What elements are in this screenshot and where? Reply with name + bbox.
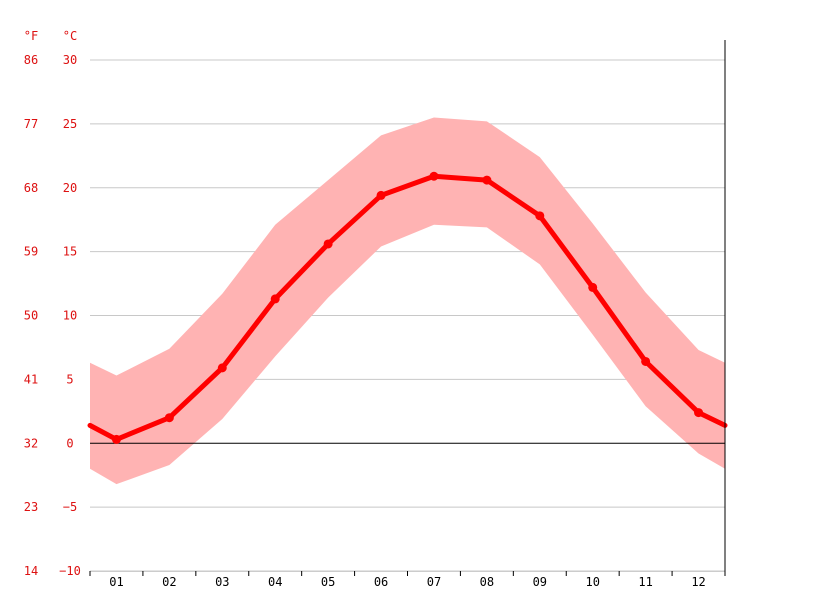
fahrenheit-unit-label: °F	[24, 29, 38, 43]
data-point-07	[429, 171, 439, 181]
celsius-tick-label: 30	[63, 53, 77, 67]
x-tick-label-06: 06	[374, 575, 388, 589]
x-tick-label-09: 09	[533, 575, 547, 589]
celsius-tick-label: 5	[66, 372, 73, 386]
fahrenheit-tick-label: 41	[24, 372, 38, 386]
celsius-tick-label: 10	[63, 309, 77, 323]
x-tick-label-10: 10	[585, 575, 599, 589]
fahrenheit-tick-label: 32	[24, 436, 38, 450]
temperature-range-band	[90, 117, 725, 485]
celsius-tick-label: 20	[63, 181, 77, 195]
celsius-tick-label: 0	[66, 436, 73, 450]
data-point-08	[482, 175, 492, 185]
celsius-tick-label: 15	[63, 245, 77, 259]
fahrenheit-tick-label: 77	[24, 117, 38, 131]
fahrenheit-tick-label: 68	[24, 181, 38, 195]
celsius-tick-label: −5	[63, 500, 77, 514]
celsius-tick-label: 25	[63, 117, 77, 131]
x-tick-label-01: 01	[109, 575, 123, 589]
x-tick-label-02: 02	[162, 575, 176, 589]
celsius-unit-label: °C	[63, 29, 77, 43]
x-tick-label-03: 03	[215, 575, 229, 589]
data-point-10	[588, 282, 598, 292]
x-tick-label-12: 12	[691, 575, 705, 589]
fahrenheit-tick-label: 14	[24, 564, 38, 578]
fahrenheit-tick-label: 23	[24, 500, 38, 514]
x-tick-label-08: 08	[480, 575, 494, 589]
x-tick-label-11: 11	[638, 575, 652, 589]
mean-temperature-points	[111, 171, 704, 444]
data-point-05	[323, 239, 333, 249]
mean-temperature-line	[87, 173, 728, 442]
x-tick-label-07: 07	[427, 575, 441, 589]
data-point-11	[641, 356, 651, 366]
x-tick-label-04: 04	[268, 575, 282, 589]
data-point-02	[164, 413, 174, 423]
data-point-03	[217, 363, 227, 373]
fahrenheit-tick-label: 86	[24, 53, 38, 67]
y-axis-labels: 86 30 77 25 68 20 59 15 50 10 41 5 32 0 23 −5 14 −10	[24, 53, 81, 578]
data-point-12	[694, 408, 704, 418]
fahrenheit-tick-label: 59	[24, 245, 38, 259]
data-point-01	[111, 434, 121, 444]
data-point-04	[270, 294, 280, 304]
fahrenheit-tick-label: 50	[24, 309, 38, 323]
x-tick-label-05: 05	[321, 575, 335, 589]
celsius-tick-label: −10	[59, 564, 81, 578]
data-point-06	[376, 190, 386, 200]
data-point-09	[535, 211, 545, 221]
x-axis-ticks: 01 02 03 04 05 06 07 08 09 10 11 12	[89, 571, 726, 589]
